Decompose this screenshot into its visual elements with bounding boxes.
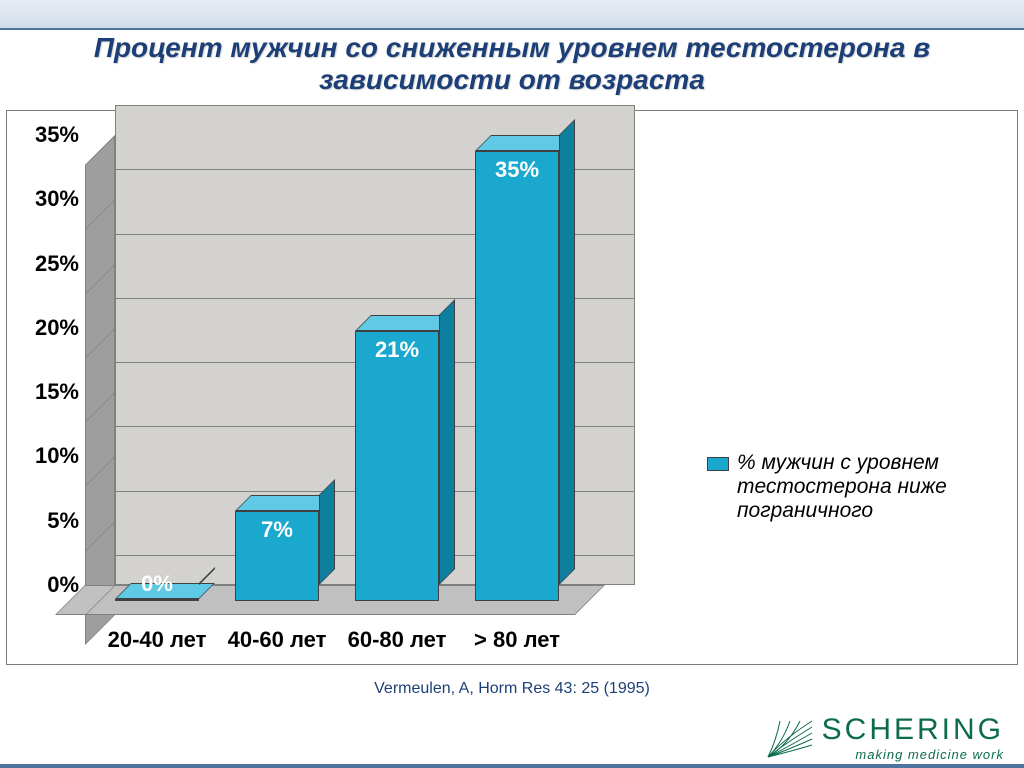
legend-label: % мужчин с уровнем тестостерона ниже пог… [737, 451, 1007, 523]
y-axis-label: 20% [9, 315, 79, 341]
y-axis-label: 10% [9, 443, 79, 469]
citation: Vermeulen, A, Horm Res 43: 25 (1995) [0, 680, 1024, 698]
header-band [0, 0, 1024, 30]
brand-name: SCHERING [822, 713, 1004, 747]
chart-sidewall [85, 135, 115, 645]
bar-chart: 0% 7% 21% 35% [85, 135, 605, 615]
bar: 0% [115, 599, 199, 601]
x-axis-label: 40-60 лет [228, 627, 327, 653]
brand-logo-icon [766, 719, 814, 759]
bar-value-label: 21% [375, 337, 419, 363]
bar-value-label: 7% [261, 517, 293, 543]
y-axis-label: 35% [9, 122, 79, 148]
y-axis-label: 0% [9, 572, 79, 598]
legend-swatch [707, 457, 729, 471]
brand: SCHERING making medicine work [822, 713, 1004, 762]
page-title: Процент мужчин со сниженным уровнем тест… [0, 32, 1024, 96]
footer-band [0, 764, 1024, 768]
chart-frame: 0% 7% 21% 35% 0% 5% 10% 15% 20% 25% 30% 35% 20-40 … [6, 110, 1018, 665]
x-axis-label: > 80 лет [474, 627, 560, 653]
bar: 7% [235, 511, 319, 601]
bar: 35% [475, 151, 559, 601]
legend: % мужчин с уровнем тестостерона ниже пог… [707, 451, 1007, 523]
brand-tagline: making medicine work [822, 747, 1004, 762]
y-axis-label: 25% [9, 251, 79, 277]
bar-value-label: 35% [495, 157, 539, 183]
bar-value-label: 0% [141, 571, 173, 597]
x-axis-label: 60-80 лет [348, 627, 447, 653]
bar: 21% [355, 331, 439, 601]
y-axis-label: 15% [9, 379, 79, 405]
y-axis-label: 30% [9, 186, 79, 212]
x-axis-label: 20-40 лет [108, 627, 207, 653]
y-axis-label: 5% [9, 508, 79, 534]
